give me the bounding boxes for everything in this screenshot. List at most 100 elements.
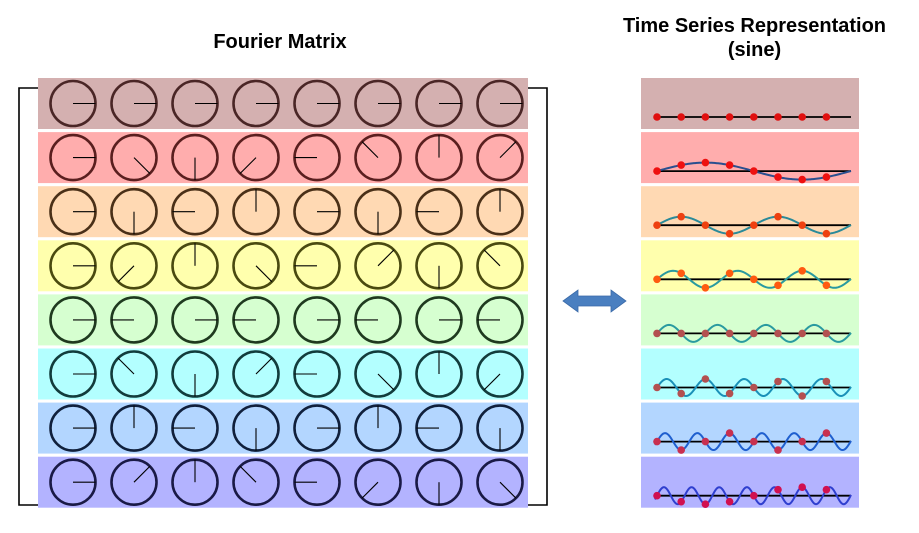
time-series-title: Time Series Representation (sine) <box>590 14 919 62</box>
series-sample-dot <box>750 275 758 284</box>
series-sample-dot <box>750 167 758 175</box>
series-sample-dot <box>822 229 831 238</box>
series-sample-dot <box>701 158 710 167</box>
matrix-cell-hand <box>499 481 517 499</box>
series-row-0 <box>641 78 859 129</box>
matrix-cell-circle <box>232 133 280 182</box>
matrix-cell-hand <box>239 157 257 174</box>
series-sample-dot <box>822 281 831 290</box>
series-sample-dot <box>798 483 806 492</box>
series-sample-dot <box>701 221 710 229</box>
series-sample-dot <box>701 284 710 292</box>
series-sample-dot <box>774 212 782 221</box>
matrix-cell-circle <box>476 241 524 290</box>
matrix-cell-hand <box>377 249 395 267</box>
series-row-5 <box>641 348 859 400</box>
matrix-cell-circle <box>476 458 524 507</box>
time-series-panel <box>641 78 859 509</box>
series-sample-dot <box>677 269 685 278</box>
matrix-cell-hand <box>239 465 257 483</box>
series-sample-dot <box>725 161 734 169</box>
matrix-cell-circle <box>476 350 524 398</box>
series-sample-dot <box>774 173 782 181</box>
series-sample-dot <box>750 329 758 338</box>
matrix-cell-circle <box>110 350 158 398</box>
series-sample-dot <box>653 167 661 175</box>
series-row-1 <box>641 132 859 184</box>
series-sample-dot <box>653 383 661 392</box>
series-sample-dot <box>798 175 806 184</box>
series-sample-dot <box>750 113 758 121</box>
series-sample-dot <box>822 377 831 386</box>
series-sample-dot <box>653 329 661 338</box>
series-sample-dot <box>750 221 758 229</box>
series-sample-dot <box>677 389 685 398</box>
series-row-6 <box>641 402 859 454</box>
matrix-cell-circle <box>110 133 158 182</box>
matrix-cell-circle <box>232 458 280 507</box>
series-sample-dot <box>725 113 734 121</box>
matrix-cell-hand <box>255 265 273 283</box>
series-sample-dot <box>725 329 734 338</box>
matrix-cell-hand <box>377 373 395 391</box>
series-sample-dot <box>653 275 661 284</box>
matrix-cell-circle <box>171 241 219 290</box>
series-sample-dot <box>798 329 806 338</box>
matrix-cell-circle <box>354 241 402 290</box>
series-sample-dot <box>774 113 782 121</box>
series-sample-dot <box>822 113 831 121</box>
series-sample-dot <box>701 113 710 121</box>
series-sample-dot <box>725 497 734 506</box>
series-sample-dot <box>774 281 782 290</box>
matrix-cell-hand <box>133 157 151 174</box>
matrix-cell-circle <box>110 458 158 507</box>
series-sample-dot <box>725 429 734 437</box>
series-sample-dot <box>725 269 734 278</box>
time-series-title-line1: Time Series Representation <box>622 15 887 37</box>
series-sample-dot <box>701 500 710 509</box>
matrix-cell-hand <box>255 357 273 375</box>
series-sample-dot <box>822 329 831 338</box>
series-sample-dot <box>701 375 710 383</box>
series-sample-dot <box>701 437 710 446</box>
series-sample-dot <box>653 113 661 121</box>
series-sample-dot <box>798 437 806 446</box>
matrix-cell-circle <box>476 133 524 182</box>
series-sample-dot <box>677 497 685 506</box>
series-row-7 <box>641 456 859 508</box>
double-arrow-icon <box>562 289 627 313</box>
series-row-2 <box>641 186 859 238</box>
matrix-cell-circle <box>232 350 280 398</box>
series-sample-dot <box>701 329 710 338</box>
matrix-cell-hand <box>117 265 135 283</box>
fourier-matrix <box>38 78 528 508</box>
matrix-cell-circle <box>354 350 402 398</box>
series-sample-dot <box>677 329 685 338</box>
series-sample-dot <box>798 392 806 400</box>
series-sample-dot <box>750 383 758 392</box>
series-sample-dot <box>774 485 782 494</box>
matrix-cell-hand <box>483 373 501 391</box>
matrix-cell-hand <box>361 141 379 158</box>
series-sample-dot <box>774 329 782 338</box>
series-sample-dot <box>798 113 806 121</box>
series-sample-dot <box>677 446 685 454</box>
bracket-right <box>528 87 548 506</box>
matrix-cell-circle <box>354 133 402 182</box>
series-sample-dot <box>677 212 685 221</box>
matrix-cell-hand <box>499 141 517 158</box>
series-sample-dot <box>750 491 758 500</box>
bracket-left <box>18 87 38 506</box>
fourier-matrix-title: Fourier Matrix <box>213 31 347 53</box>
series-sample-dot <box>798 267 806 275</box>
matrix-cell-circle <box>110 241 158 290</box>
matrix-bracket <box>18 87 548 506</box>
series-sample-dot <box>822 173 831 181</box>
double-arrow-shape <box>562 289 627 313</box>
time-series-title-line2: (sine) <box>727 39 782 61</box>
matrix-cell-hand <box>133 465 151 483</box>
series-sample-dot <box>774 377 782 386</box>
matrix-cell-hand <box>117 357 135 375</box>
series-sample-dot <box>725 229 734 238</box>
